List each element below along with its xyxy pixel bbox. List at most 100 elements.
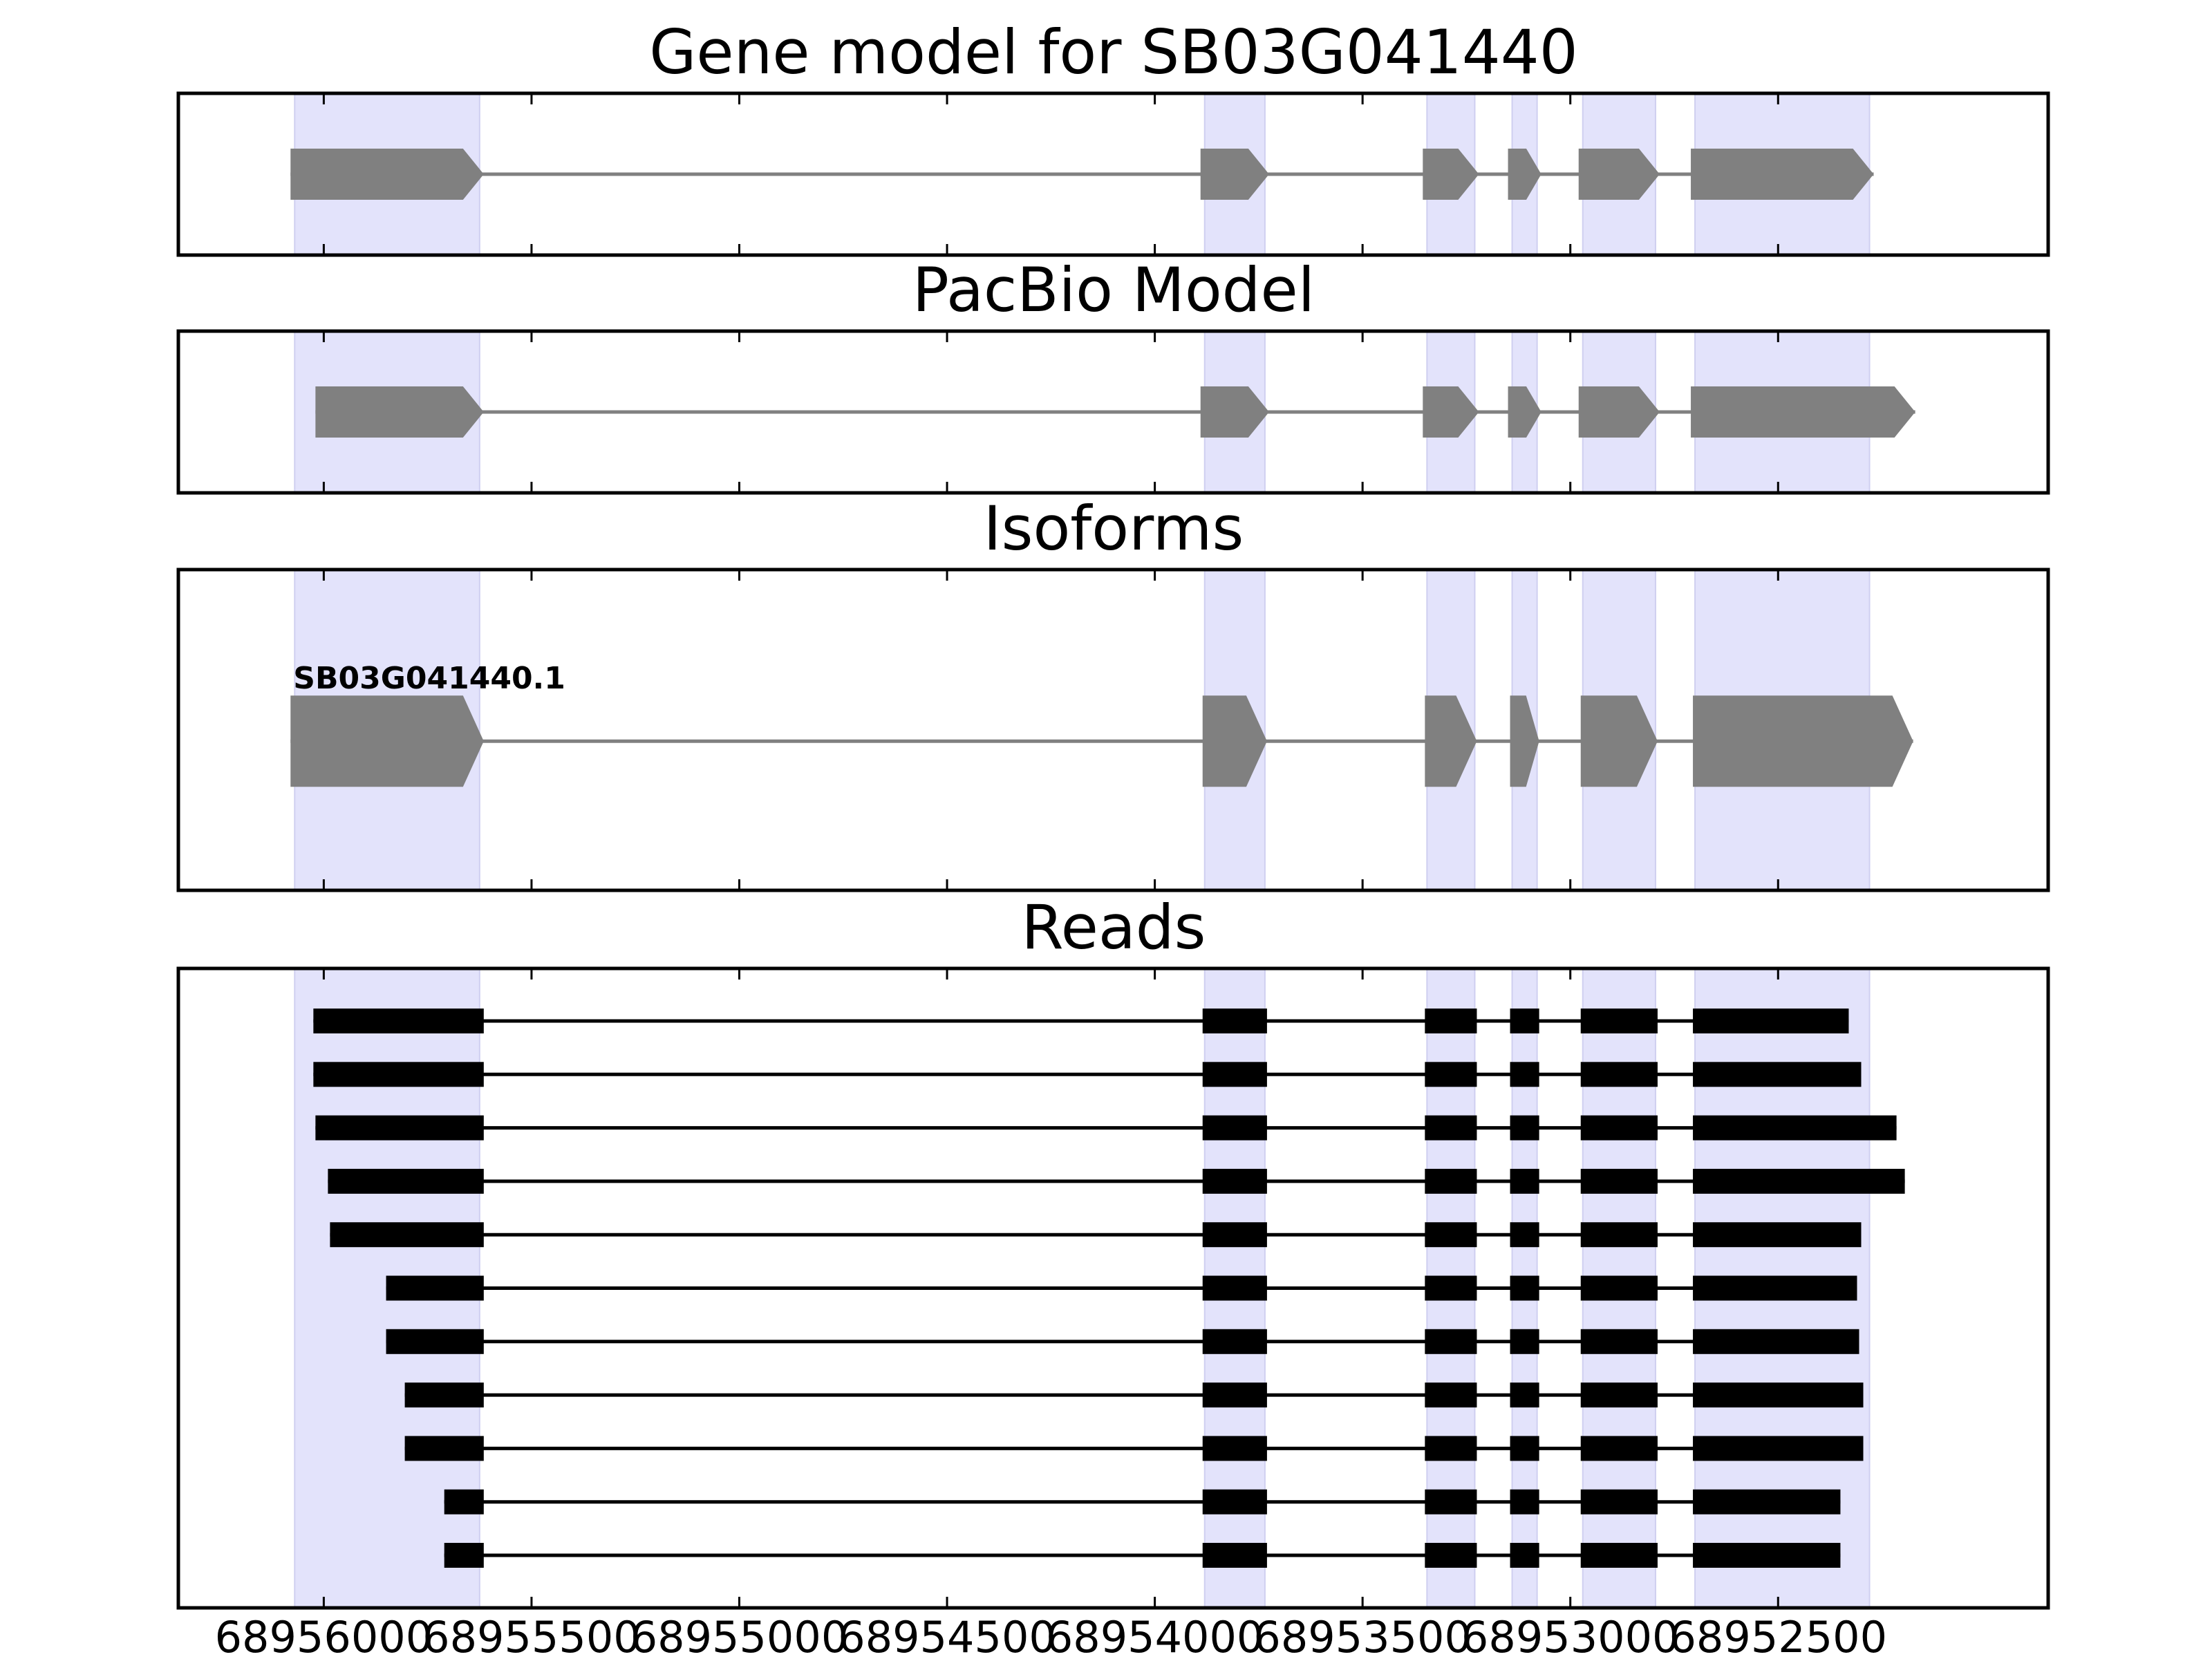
model-exon-1 — [315, 386, 484, 438]
read-block-5 — [1580, 1329, 1658, 1354]
read-block-3 — [1425, 1382, 1477, 1408]
read-block-4 — [1510, 1009, 1539, 1033]
read-block-3 — [1425, 1062, 1477, 1087]
panel-frame — [176, 91, 2050, 257]
read-block-3 — [1425, 1275, 1477, 1301]
read-block-1 — [313, 1062, 484, 1087]
read-block-6 — [1693, 1222, 1862, 1248]
x-tick-label: 68954500 — [838, 1612, 1056, 1659]
read-block-4 — [1510, 1329, 1539, 1354]
read-5 — [330, 1222, 1862, 1248]
panel-isoforms: Isoforms SB03G041440.1 — [176, 493, 2050, 892]
read-block-1 — [444, 1489, 484, 1515]
read-block-2 — [1202, 1222, 1267, 1248]
read-block-5 — [1580, 1062, 1658, 1087]
read-block-3 — [1425, 1543, 1477, 1568]
read-10 — [444, 1489, 1841, 1515]
read-block-5 — [1580, 1436, 1658, 1461]
read-block-3 — [1425, 1222, 1477, 1248]
read-block-4 — [1510, 1115, 1539, 1141]
plot-area: SB03G041440.1 — [176, 568, 2050, 892]
read-block-2 — [1202, 1329, 1267, 1354]
read-block-2 — [1202, 1168, 1267, 1194]
plot-area — [176, 966, 2050, 1610]
panel-gene-model: Gene model for SB03G041440 — [176, 17, 2050, 257]
panel-title-pacbio-model: PacBio Model — [912, 254, 1315, 326]
model-exon-4 — [1508, 386, 1541, 438]
read-block-1 — [328, 1168, 484, 1194]
read-block-5 — [1580, 1489, 1658, 1515]
read-block-2 — [1202, 1543, 1267, 1568]
read-block-3 — [1425, 1329, 1477, 1354]
read-block-3 — [1425, 1489, 1477, 1515]
read-block-1 — [315, 1115, 484, 1141]
panel-title-gene-model: Gene model for SB03G041440 — [649, 17, 1578, 88]
read-11 — [444, 1543, 1841, 1568]
read-4 — [328, 1168, 1905, 1194]
model-exon-5 — [1578, 386, 1660, 438]
read-block-6 — [1693, 1115, 1897, 1141]
read-block-5 — [1580, 1382, 1658, 1408]
read-block-6 — [1693, 1329, 1859, 1354]
read-block-2 — [1202, 1275, 1267, 1301]
model-exon-2 — [1200, 386, 1269, 438]
read-block-2 — [1202, 1062, 1267, 1087]
read-block-5 — [1580, 1168, 1658, 1194]
read-2 — [313, 1062, 1862, 1087]
read-block-1 — [404, 1382, 484, 1408]
read-block-4 — [1510, 1168, 1539, 1194]
x-tick-label: 68953000 — [1461, 1612, 1680, 1659]
read-9 — [404, 1436, 1864, 1461]
model-exon-6 — [1691, 386, 1915, 438]
read-block-5 — [1580, 1222, 1658, 1248]
x-tick-label: 68954000 — [1046, 1612, 1264, 1659]
read-block-1 — [386, 1275, 484, 1301]
read-block-4 — [1510, 1062, 1539, 1087]
x-tick-label: 68953500 — [1253, 1612, 1472, 1659]
read-block-2 — [1202, 1115, 1267, 1141]
read-block-1 — [313, 1009, 484, 1033]
read-block-2 — [1202, 1382, 1267, 1408]
read-block-3 — [1425, 1115, 1477, 1141]
read-block-5 — [1580, 1543, 1658, 1568]
read-block-6 — [1693, 1489, 1841, 1515]
read-block-2 — [1202, 1436, 1267, 1461]
read-block-4 — [1510, 1382, 1539, 1408]
read-block-2 — [1202, 1489, 1267, 1515]
isoform-label: SB03G041440.1 — [293, 661, 565, 696]
plot-area — [176, 91, 2050, 257]
read-block-6 — [1693, 1436, 1864, 1461]
x-axis-tick-labels: 6895600068955500689550006895450068954000… — [215, 1612, 1887, 1659]
model-exon-3 — [1423, 149, 1479, 200]
read-block-1 — [404, 1436, 484, 1461]
x-tick-label: 68956000 — [215, 1612, 433, 1659]
model-exon-6 — [1691, 149, 1874, 200]
read-7 — [386, 1329, 1859, 1354]
read-block-3 — [1425, 1009, 1477, 1033]
panel-title-reads: Reads — [1022, 892, 1206, 963]
read-block-6 — [1693, 1062, 1862, 1087]
read-block-1 — [386, 1329, 484, 1354]
isoform-exon-1 — [290, 695, 484, 787]
panel-reads: Reads — [176, 892, 2050, 1610]
panel-title-isoforms: Isoforms — [984, 493, 1244, 564]
read-block-6 — [1693, 1009, 1849, 1033]
read-block-5 — [1580, 1009, 1658, 1033]
read-1 — [313, 1009, 1849, 1033]
read-block-4 — [1510, 1543, 1539, 1568]
read-block-4 — [1510, 1222, 1539, 1248]
panel-frame — [176, 966, 2050, 1610]
model-exon-4 — [1508, 149, 1541, 200]
isoform-exon-4 — [1510, 695, 1539, 787]
model-exon-3 — [1423, 386, 1479, 438]
read-block-3 — [1425, 1436, 1477, 1461]
read-block-4 — [1510, 1489, 1539, 1515]
read-block-6 — [1693, 1275, 1857, 1301]
read-block-5 — [1580, 1115, 1658, 1141]
read-block-3 — [1425, 1168, 1477, 1194]
panel-frame — [176, 329, 2050, 495]
x-tick-label: 68955500 — [422, 1612, 641, 1659]
read-block-6 — [1693, 1543, 1841, 1568]
panel-frame — [176, 568, 2050, 892]
